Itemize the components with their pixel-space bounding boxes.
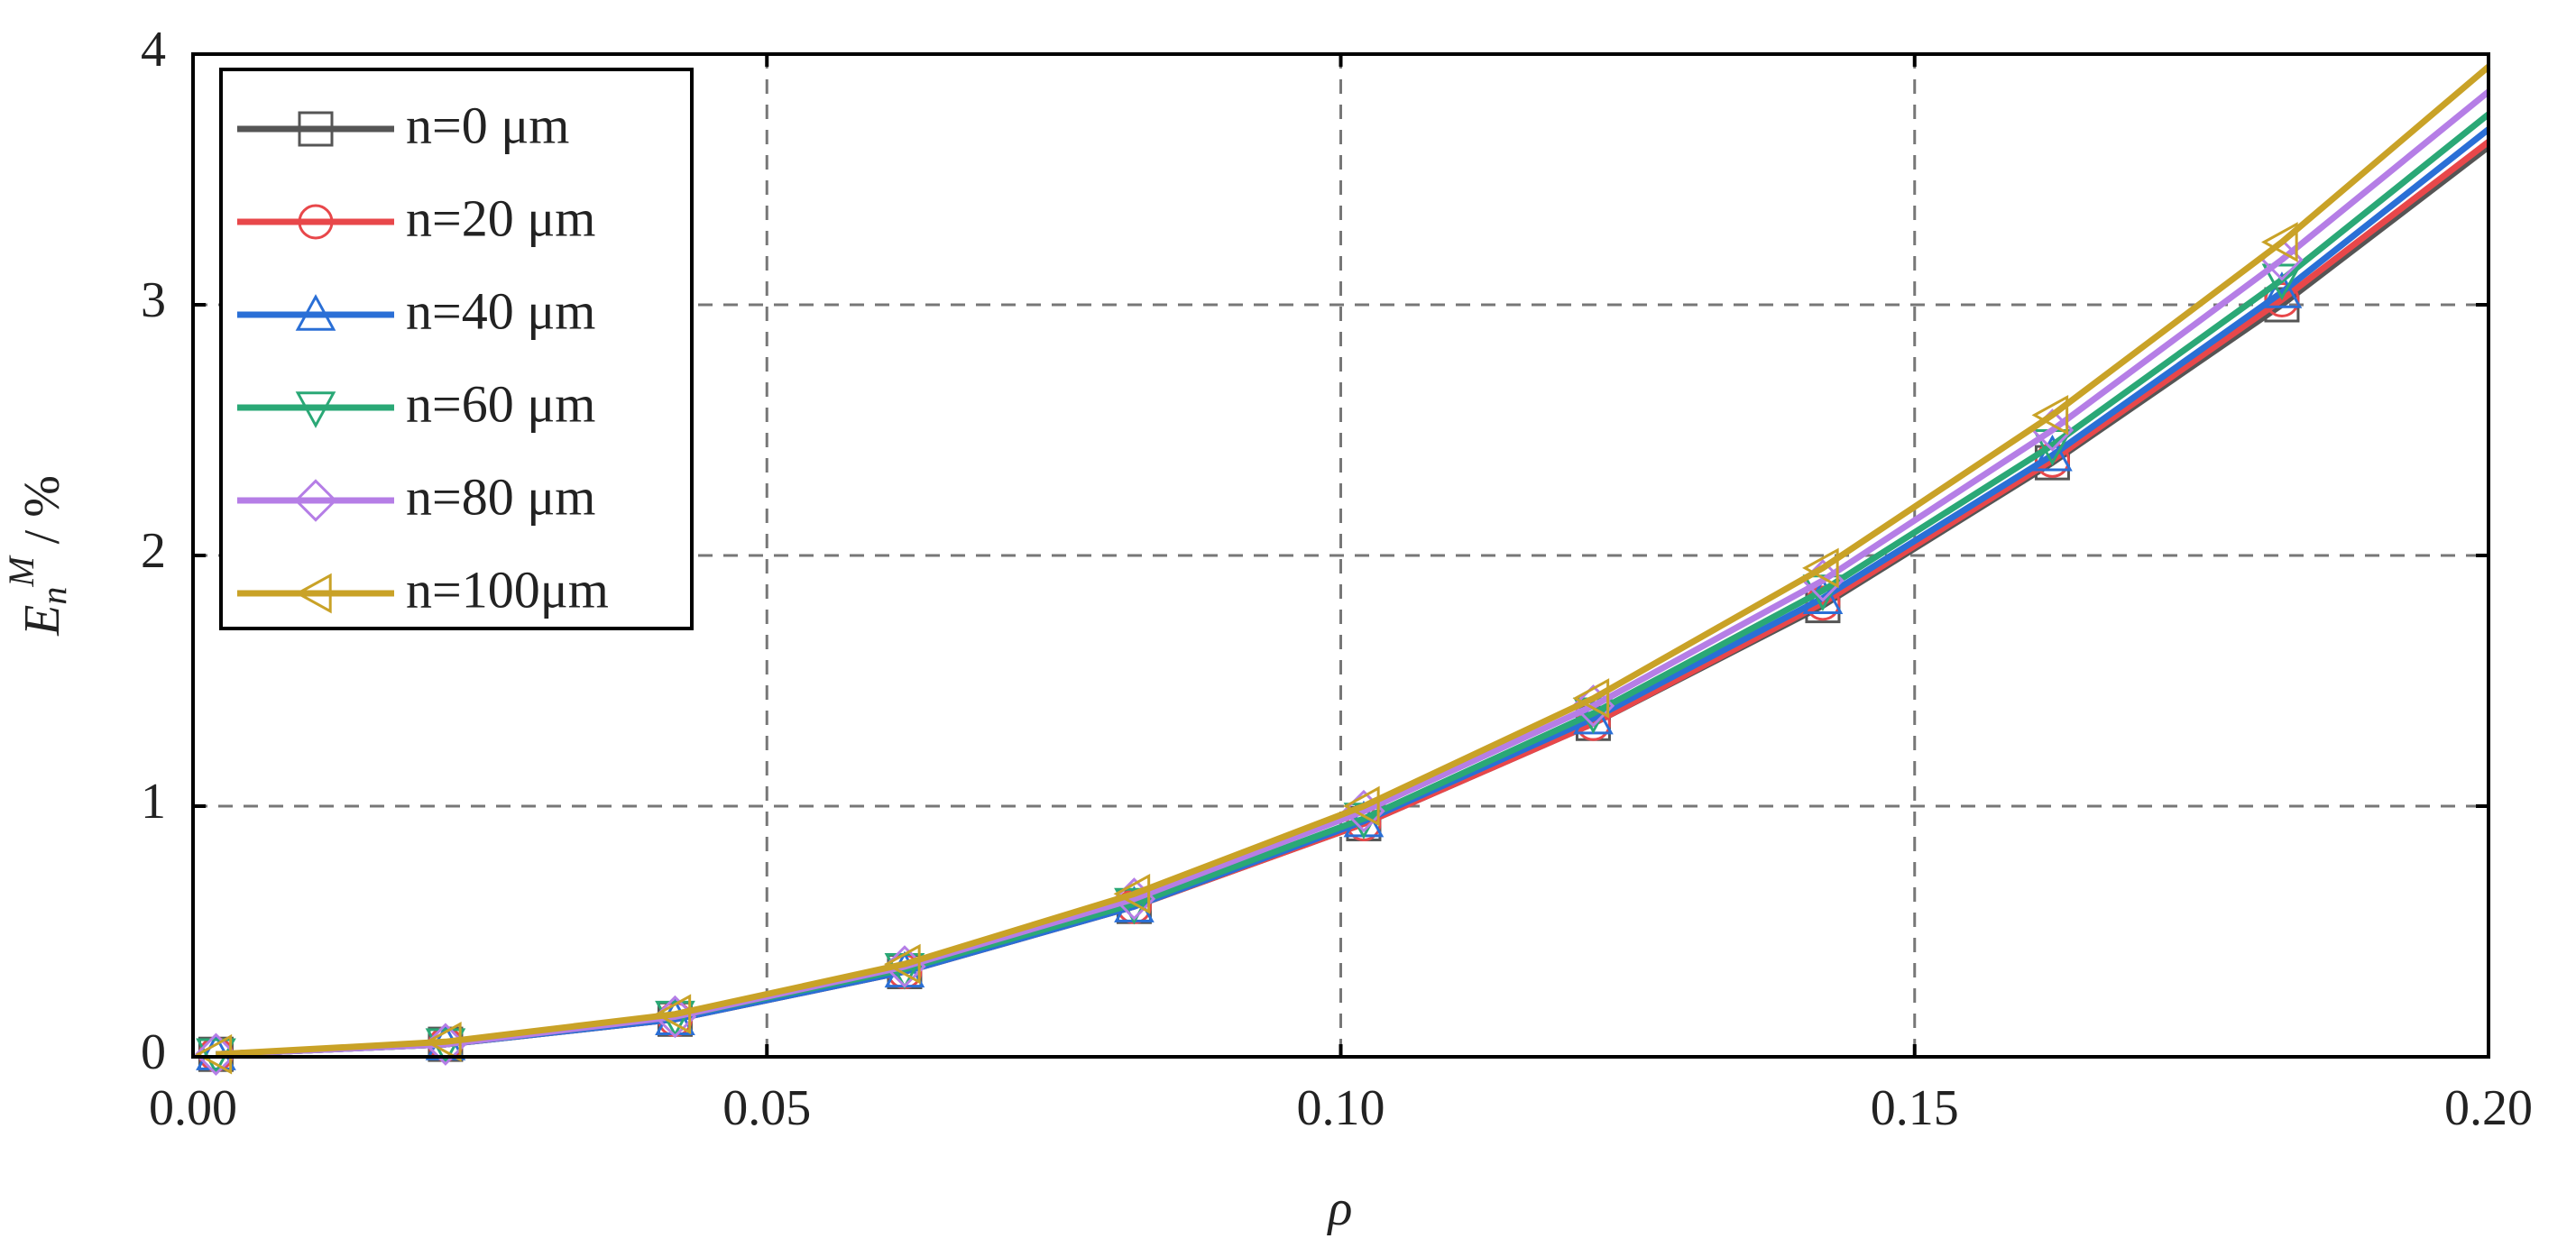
plot-area <box>194 64 2491 1076</box>
legend-label: n=80 μm <box>406 467 595 526</box>
series-line <box>216 64 2491 1058</box>
plot-frame <box>191 52 2490 1059</box>
x-axis-label: ρ <box>1327 1180 1353 1236</box>
marker <box>884 943 921 985</box>
marker <box>2261 263 2303 301</box>
marker <box>295 294 336 331</box>
marker <box>1572 678 1610 719</box>
y-tick-label: 3 <box>141 272 166 328</box>
marker <box>295 573 332 614</box>
legend-box <box>219 68 694 630</box>
marker <box>298 204 334 240</box>
y-tick-label: 2 <box>141 523 166 579</box>
legend-label: n=20 μm <box>406 188 595 247</box>
marker <box>194 1032 238 1076</box>
marker <box>654 994 692 1035</box>
marker <box>2261 222 2298 262</box>
y-tick-label: 1 <box>141 774 166 830</box>
y-label-base: E <box>14 605 70 637</box>
x-tick-label: 0.05 <box>722 1080 811 1136</box>
y-tick-label: 4 <box>141 22 166 78</box>
marker <box>1114 887 1155 925</box>
marker <box>2031 394 2069 436</box>
legend-label: n=60 μm <box>406 374 595 433</box>
marker <box>1571 684 1615 728</box>
marker <box>425 1021 462 1062</box>
marker <box>1802 547 1839 589</box>
legend: n=0 μm n=20 μm n=40 μm n=60 μm n=80 μm n=100μ… <box>219 68 694 630</box>
marker <box>195 1033 233 1075</box>
legend-label: n=100μm <box>406 560 609 619</box>
marker <box>1113 873 1151 914</box>
marker <box>1343 785 1380 827</box>
y-tick-label: 0 <box>141 1024 166 1080</box>
y-label-sub: n <box>33 587 74 605</box>
axes: 0 1 2 3 4 0.00 0.05 0.10 0.15 0.20 <box>141 22 2533 1136</box>
x-tick-label: 0.10 <box>1297 1080 1385 1136</box>
marker <box>2261 271 2303 308</box>
x-tick-label: 0.15 <box>1871 1080 1959 1136</box>
y-label-unit: / % <box>14 475 70 556</box>
legend-label: n=0 μm <box>406 96 569 154</box>
marker <box>294 479 337 522</box>
marker <box>295 391 336 428</box>
x-tick-label: 0.20 <box>2444 1080 2533 1136</box>
legend-label: n=40 μm <box>406 281 595 340</box>
x-tick-label: 0.00 <box>149 1080 237 1136</box>
marker <box>298 111 334 147</box>
y-label-sup: M <box>1 555 41 588</box>
y-axis-label: EnM / % <box>1 475 74 637</box>
